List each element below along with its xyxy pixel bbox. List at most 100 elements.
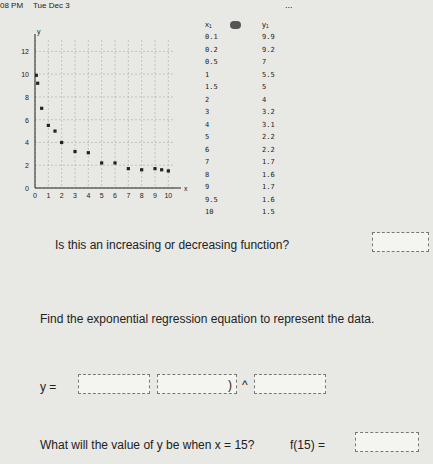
data-point bbox=[100, 161, 103, 164]
table-cell: 5.5 bbox=[262, 71, 275, 79]
data-point bbox=[167, 169, 170, 172]
scatter-chart: 024681012012345678910xy bbox=[10, 20, 200, 230]
x-tick-label: 2 bbox=[60, 192, 64, 199]
grid-line bbox=[35, 74, 175, 75]
status-time: 08 PM bbox=[0, 1, 23, 10]
table-cell: 1.5 bbox=[205, 83, 218, 91]
answer-box[interactable] bbox=[372, 232, 429, 252]
y-axis bbox=[35, 34, 36, 188]
y-tick-label: 4 bbox=[25, 139, 29, 146]
table-cell: 5 bbox=[262, 83, 266, 91]
y-tick-label: 6 bbox=[25, 117, 29, 124]
question: What will the value of y be when x = 15? bbox=[40, 438, 254, 452]
table-cell: 3 bbox=[205, 108, 209, 116]
y-axis-label: y bbox=[37, 28, 41, 36]
x-axis-label: x bbox=[184, 185, 188, 192]
grid-line bbox=[35, 51, 175, 52]
grid-line bbox=[141, 40, 142, 188]
data-point bbox=[153, 167, 156, 170]
table-cell: 10 bbox=[205, 208, 213, 216]
table-cell: 0.2 bbox=[205, 46, 218, 54]
table-cell: 2 bbox=[205, 96, 209, 104]
table-cell: 5 bbox=[205, 133, 209, 141]
table-cell: 1.7 bbox=[262, 183, 275, 191]
question: Find the exponential regression equation… bbox=[40, 312, 374, 326]
table-cell: 8 bbox=[205, 171, 209, 179]
table-cell: 1.5 bbox=[262, 208, 275, 216]
equation-caret: ^ bbox=[242, 378, 248, 392]
data-point bbox=[160, 168, 163, 171]
grid-line bbox=[128, 40, 129, 188]
data-point bbox=[47, 124, 50, 127]
data-point bbox=[140, 168, 143, 171]
data-point bbox=[53, 129, 56, 132]
y-tick-label: 2 bbox=[25, 162, 29, 169]
data-point bbox=[127, 167, 130, 170]
table-cell: 2.2 bbox=[262, 133, 275, 141]
x-tick-label: 6 bbox=[113, 192, 117, 199]
grid-line bbox=[35, 96, 175, 97]
grid-line bbox=[101, 40, 102, 188]
table-cell: 1.6 bbox=[262, 196, 275, 204]
grid-line bbox=[155, 40, 156, 188]
grid-line bbox=[168, 40, 169, 188]
column-header: x₁ bbox=[205, 20, 212, 29]
grid-line bbox=[115, 40, 116, 188]
table-cell: 1 bbox=[205, 71, 209, 79]
y-tick-label: 0 bbox=[25, 185, 29, 192]
table-cell: 9.9 bbox=[262, 33, 275, 41]
table-cell: 6 bbox=[205, 146, 209, 154]
column-icon[interactable] bbox=[230, 21, 241, 29]
x-tick-label: 5 bbox=[100, 192, 104, 199]
grid-line bbox=[75, 40, 76, 188]
equation-paren: ) bbox=[228, 378, 232, 392]
grid-line bbox=[35, 142, 175, 143]
table-cell: 0.1 bbox=[205, 33, 218, 41]
table-cell: 2.2 bbox=[262, 146, 275, 154]
table-cell: 1.7 bbox=[262, 158, 275, 166]
grid-line bbox=[88, 40, 89, 188]
x-tick-label: 1 bbox=[46, 192, 50, 199]
question: Is this an increasing or decreasing func… bbox=[55, 238, 289, 252]
data-point bbox=[35, 74, 38, 77]
answer-box[interactable] bbox=[254, 374, 326, 394]
equation-label: y = bbox=[40, 380, 56, 394]
table-cell: 7 bbox=[205, 158, 209, 166]
x-axis bbox=[35, 188, 181, 189]
answer-box[interactable] bbox=[78, 374, 150, 394]
y-tick-label: 8 bbox=[25, 94, 29, 101]
table-cell: 7 bbox=[262, 58, 266, 66]
y-tick-label: 10 bbox=[21, 71, 29, 78]
grid-line bbox=[35, 165, 175, 166]
data-point bbox=[36, 82, 39, 85]
grid-line bbox=[48, 40, 49, 188]
table-cell: 3.2 bbox=[262, 108, 275, 116]
x-tick-label: 4 bbox=[86, 192, 90, 199]
table-cell: 4 bbox=[205, 121, 209, 129]
data-point bbox=[40, 107, 43, 110]
menu-dots: ... bbox=[285, 0, 293, 10]
table-cell: 9 bbox=[205, 183, 209, 191]
data-point bbox=[87, 151, 90, 154]
x-tick-label: 9 bbox=[153, 192, 157, 199]
data-point bbox=[113, 161, 116, 164]
x-tick-label: 8 bbox=[140, 192, 144, 199]
x-tick-label: 3 bbox=[73, 192, 77, 199]
table-cell: 1.6 bbox=[262, 171, 275, 179]
x-tick-label: 7 bbox=[126, 192, 130, 199]
x-tick-label: 0 bbox=[33, 192, 37, 199]
grid-line bbox=[35, 119, 175, 120]
x-tick-label: 10 bbox=[164, 192, 172, 199]
question: f(15) = bbox=[290, 438, 325, 452]
answer-box[interactable] bbox=[157, 374, 237, 394]
table-cell: 9.5 bbox=[205, 196, 218, 204]
answer-box[interactable] bbox=[355, 432, 419, 452]
column-header: y₁ bbox=[262, 20, 269, 29]
data-point bbox=[60, 141, 63, 144]
data-point bbox=[73, 150, 76, 153]
points bbox=[35, 74, 170, 173]
grid-line bbox=[61, 40, 62, 188]
table-cell: 0.5 bbox=[205, 58, 218, 66]
y-tick-label: 12 bbox=[21, 48, 29, 55]
table-cell: 3.1 bbox=[262, 121, 275, 129]
